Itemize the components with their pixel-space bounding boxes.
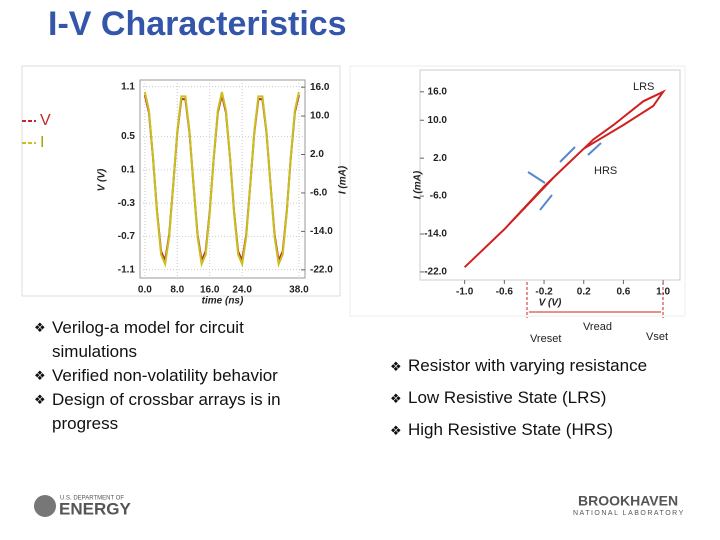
x-tick-label: 0.2 <box>577 287 591 298</box>
bullet-text: Resistor with varying resistance <box>408 356 648 375</box>
bullet: ❖ Verified non-volatility behavior <box>34 364 327 388</box>
x-tick-label: 1.0 <box>656 287 670 298</box>
y-tick-label: 16.0 <box>428 86 448 97</box>
x-tick-label: -0.2 <box>535 287 553 298</box>
y-tick-label: 10.0 <box>428 115 448 126</box>
bullet: ❖ Verilog-a model for circuit simulations <box>34 316 327 364</box>
x-tick-label: 24.0 <box>232 285 252 296</box>
footer-text: BROOKHAVEN <box>578 493 678 509</box>
y-tick-label: -6.0 <box>430 191 448 202</box>
bullet-text: Low Resistive State (LRS) <box>408 388 607 407</box>
x-tick-label: -0.6 <box>496 287 514 298</box>
chart-frame <box>349 65 686 317</box>
y2-axis-label: I (mA) <box>338 165 349 194</box>
annotation: Vreset <box>530 333 561 345</box>
y2-tick-label: -14.0 <box>310 226 333 237</box>
y-tick-label: -0.3 <box>118 198 136 209</box>
legend-label: I <box>40 134 44 151</box>
footer-text: U.S. DEPARTMENT OF <box>60 496 124 502</box>
bullet-text: High Resistive State (HRS) <box>408 420 614 439</box>
bullet-text: Design of crossbar arrays is in progress <box>52 390 281 433</box>
y-tick-label: 2.0 <box>433 153 447 164</box>
y-tick-label: 0.1 <box>121 164 135 175</box>
legend-label: V <box>40 112 51 129</box>
bullet: ❖ Design of crossbar arrays is in progres… <box>34 388 327 436</box>
annotation: LRS <box>633 81 654 93</box>
x-tick-label: 0.0 <box>138 285 152 296</box>
y2-tick-label: 2.0 <box>310 149 324 160</box>
x-tick-label: 16.0 <box>200 285 220 296</box>
doe-seal <box>34 495 56 517</box>
y-tick-label: -14.0 <box>424 229 447 240</box>
bullet-text: Verified non-volatility behavior <box>52 366 278 385</box>
x-axis-label: V (V) <box>539 298 562 309</box>
slide-title: I-V Characteristics <box>48 5 347 43</box>
x-tick-label: 0.6 <box>616 287 630 298</box>
annotation: HRS <box>594 165 617 177</box>
bullet-list: ❖ Resistor with varying resistance ❖ Low R… <box>390 350 647 446</box>
y-tick-label: -22.0 <box>424 267 447 278</box>
bullet-text: Verilog-a model for circuit simulations <box>52 318 244 361</box>
y-tick-label: 1.1 <box>121 81 135 92</box>
plot-area <box>139 79 306 279</box>
x-axis-label: time (ns) <box>202 296 244 307</box>
annotation: Vread <box>583 321 612 333</box>
y-axis-label: V (V) <box>97 168 108 191</box>
x-tick-label: 8.0 <box>170 285 184 296</box>
data-line <box>463 89 667 268</box>
y-tick-label: -1.1 <box>118 264 136 275</box>
y-tick-label: 0.5 <box>121 131 135 142</box>
plot-area <box>419 69 681 281</box>
x-tick-label: -1.0 <box>456 287 474 298</box>
bullet: ❖ High Resistive State (HRS) <box>390 414 647 446</box>
bullet-list: ❖ Verilog-a model for circuit simulations… <box>34 316 327 436</box>
footer-text: NATIONAL LABORATORY <box>573 510 685 517</box>
bullet: ❖ Low Resistive State (LRS) <box>390 382 647 414</box>
y2-tick-label: -6.0 <box>310 188 328 199</box>
y2-tick-label: -22.0 <box>310 264 333 275</box>
data-line <box>143 91 300 268</box>
annotation: Vset <box>646 331 668 343</box>
y-tick-label: -0.7 <box>118 231 136 242</box>
y2-tick-label: 16.0 <box>310 82 330 93</box>
footer-text: ENERGY <box>59 499 131 518</box>
direction-arrows <box>527 142 602 211</box>
x-tick-label: 38.0 <box>289 285 309 296</box>
y-axis-label: I (mA) <box>413 170 424 199</box>
y2-tick-label: 10.0 <box>310 111 330 122</box>
bullet: ❖ Resistor with varying resistance <box>390 350 647 382</box>
